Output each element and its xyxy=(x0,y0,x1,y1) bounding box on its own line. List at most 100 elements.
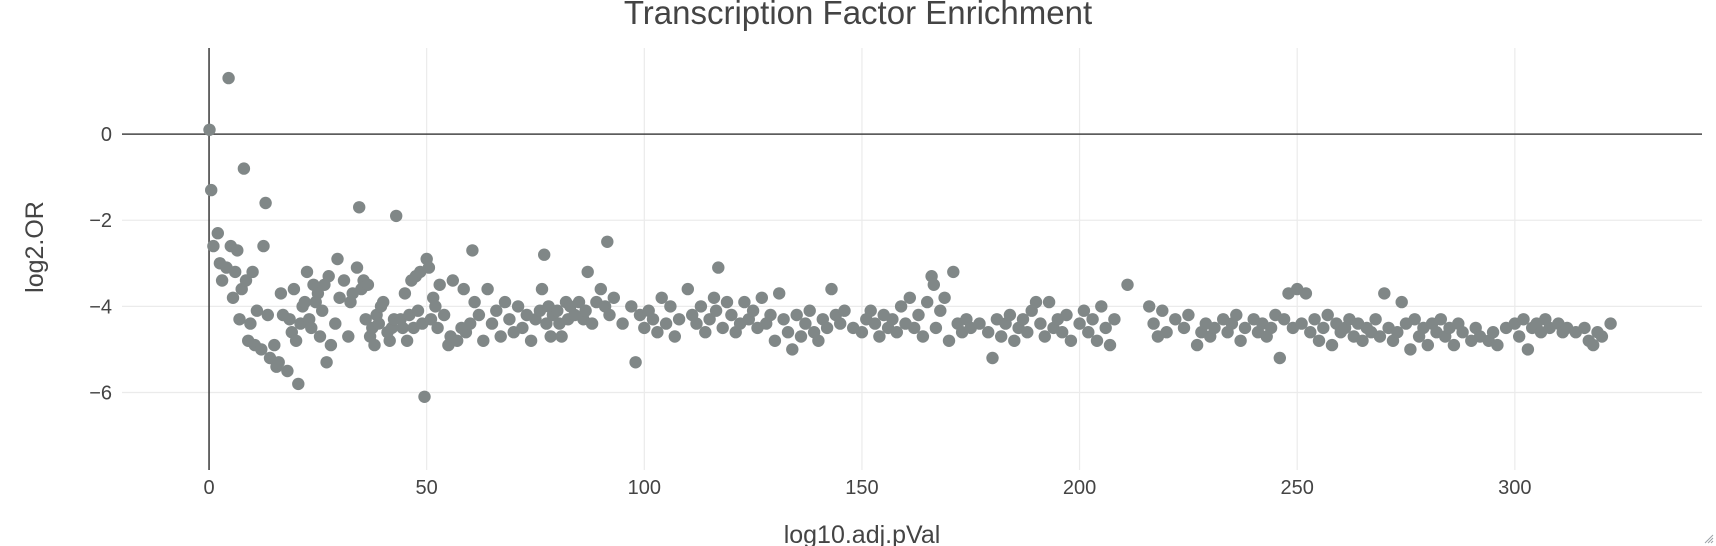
data-point[interactable] xyxy=(1395,295,1408,309)
data-point[interactable] xyxy=(516,321,529,335)
data-point[interactable] xyxy=(231,244,244,257)
data-point[interactable] xyxy=(838,304,851,317)
data-point[interactable] xyxy=(311,287,325,300)
data-point[interactable] xyxy=(538,248,551,261)
data-point[interactable] xyxy=(1513,330,1526,343)
data-point[interactable] xyxy=(1317,321,1330,335)
data-point[interactable] xyxy=(812,334,825,347)
data-point[interactable] xyxy=(1456,326,1469,339)
data-point[interactable] xyxy=(333,291,346,304)
data-point[interactable] xyxy=(353,201,366,214)
data-point[interactable] xyxy=(498,295,512,309)
data-point[interactable] xyxy=(694,300,708,313)
data-point[interactable] xyxy=(524,334,538,347)
data-point[interactable] xyxy=(1042,295,1056,309)
data-point[interactable] xyxy=(803,304,816,317)
data-point[interactable] xyxy=(1108,313,1121,326)
data-point[interactable] xyxy=(1099,321,1112,335)
data-point[interactable] xyxy=(655,291,668,304)
data-point[interactable] xyxy=(912,308,925,322)
data-point[interactable] xyxy=(283,313,296,326)
data-point[interactable] xyxy=(300,265,314,279)
data-point[interactable] xyxy=(292,377,305,391)
data-point[interactable] xyxy=(551,304,564,317)
data-point[interactable] xyxy=(709,304,723,317)
data-point[interactable] xyxy=(651,326,664,339)
data-point[interactable] xyxy=(1238,321,1252,335)
data-point[interactable] xyxy=(1177,321,1191,335)
data-point[interactable] xyxy=(786,343,799,356)
data-point[interactable] xyxy=(1121,278,1134,291)
data-point[interactable] xyxy=(1447,338,1461,352)
data-point[interactable] xyxy=(298,295,311,309)
data-point[interactable] xyxy=(668,330,681,343)
data-point[interactable] xyxy=(540,317,553,330)
data-point[interactable] xyxy=(1373,330,1387,343)
data-point[interactable] xyxy=(873,330,886,343)
data-point[interactable] xyxy=(287,282,301,296)
data-point[interactable] xyxy=(377,295,390,309)
data-point[interactable] xyxy=(1325,338,1339,352)
data-point[interactable] xyxy=(768,334,782,347)
data-point[interactable] xyxy=(437,308,451,322)
data-point[interactable] xyxy=(472,308,486,322)
data-point[interactable] xyxy=(1073,317,1086,330)
data-point[interactable] xyxy=(535,282,549,296)
data-point[interactable] xyxy=(638,321,651,335)
data-point[interactable] xyxy=(707,291,721,304)
data-point[interactable] xyxy=(205,183,218,197)
data-point[interactable] xyxy=(244,317,257,330)
data-point[interactable] xyxy=(337,274,351,287)
data-point[interactable] xyxy=(773,287,786,300)
data-point[interactable] xyxy=(720,295,734,309)
data-point[interactable] xyxy=(1408,313,1421,326)
data-point[interactable] xyxy=(646,313,660,326)
data-point[interactable] xyxy=(1143,300,1156,313)
data-point[interactable] xyxy=(1190,338,1204,352)
data-point[interactable] xyxy=(398,287,412,300)
data-point[interactable] xyxy=(664,300,677,313)
data-point[interactable] xyxy=(973,317,986,330)
data-point[interactable] xyxy=(1356,334,1369,347)
data-point[interactable] xyxy=(239,274,253,287)
data-point[interactable] xyxy=(485,317,499,330)
data-point[interactable] xyxy=(790,308,803,322)
data-point[interactable] xyxy=(982,326,995,339)
data-point[interactable] xyxy=(350,261,364,274)
data-point[interactable] xyxy=(272,356,285,369)
data-point[interactable] xyxy=(1486,326,1500,339)
data-point[interactable] xyxy=(629,356,642,369)
data-point[interactable] xyxy=(274,287,288,300)
data-point[interactable] xyxy=(1434,313,1448,326)
data-point[interactable] xyxy=(1312,334,1326,347)
data-point[interactable] xyxy=(1095,300,1108,313)
data-point[interactable] xyxy=(942,334,956,347)
data-point[interactable] xyxy=(572,295,586,309)
data-point[interactable] xyxy=(481,282,494,296)
data-point[interactable] xyxy=(1003,308,1017,322)
data-point[interactable] xyxy=(451,334,464,347)
data-point[interactable] xyxy=(203,123,216,136)
data-point[interactable] xyxy=(703,313,716,326)
data-point[interactable] xyxy=(511,300,525,313)
data-point[interactable] xyxy=(1160,326,1173,339)
data-point[interactable] xyxy=(464,317,477,330)
data-point[interactable] xyxy=(581,265,594,279)
data-point[interactable] xyxy=(1299,287,1313,300)
data-point[interactable] xyxy=(601,235,614,248)
data-point[interactable] xyxy=(927,278,940,291)
data-point[interactable] xyxy=(361,278,375,291)
data-point[interactable] xyxy=(1082,326,1095,339)
data-point[interactable] xyxy=(1421,338,1435,352)
data-point[interactable] xyxy=(1391,326,1404,339)
data-point[interactable] xyxy=(255,343,268,356)
data-point[interactable] xyxy=(372,317,385,330)
data-point[interactable] xyxy=(1273,351,1287,365)
data-point[interactable] xyxy=(1491,338,1504,352)
data-point[interactable] xyxy=(383,334,396,347)
data-point[interactable] xyxy=(616,317,629,330)
data-point[interactable] xyxy=(1277,313,1291,326)
data-point[interactable] xyxy=(1060,308,1073,322)
data-point[interactable] xyxy=(1517,313,1530,326)
data-point[interactable] xyxy=(908,321,921,335)
